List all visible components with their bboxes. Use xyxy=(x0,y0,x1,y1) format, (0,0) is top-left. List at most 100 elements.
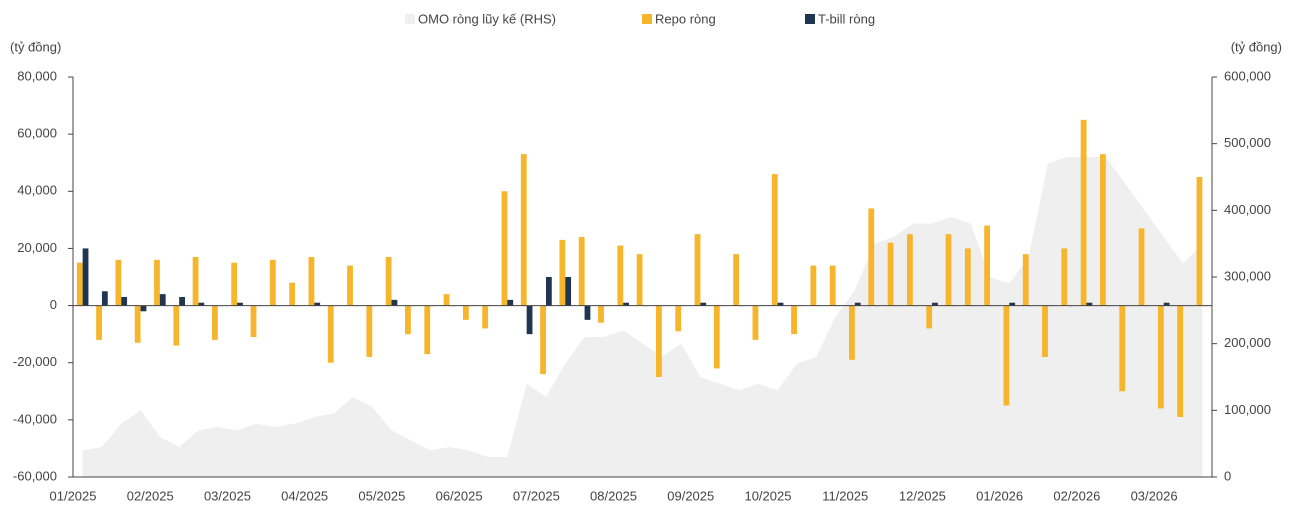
bar xyxy=(211,305,218,340)
x-tick-label: 01/2026 xyxy=(976,488,1023,503)
bar xyxy=(159,294,166,306)
bar xyxy=(1157,305,1164,409)
bar xyxy=(121,297,128,306)
bar xyxy=(520,154,527,306)
bar xyxy=(501,191,508,306)
y2-tick-label: 500,000 xyxy=(1224,135,1271,150)
bar xyxy=(932,302,938,306)
x-tick-label: 02/2025 xyxy=(127,488,174,503)
bar xyxy=(984,225,990,306)
y-tick-label: 20,000 xyxy=(17,240,57,255)
bar xyxy=(82,248,89,306)
bar xyxy=(1100,154,1106,306)
bar xyxy=(849,305,855,360)
bar xyxy=(1138,228,1145,306)
bar xyxy=(1163,302,1170,306)
y-tick-label: 40,000 xyxy=(17,183,57,198)
bar xyxy=(675,305,682,332)
legend-label: OMO ròng lũy kế (RHS) xyxy=(418,11,556,26)
omo-area xyxy=(82,157,1203,477)
bar xyxy=(1177,305,1184,417)
bar xyxy=(308,257,315,306)
legend-swatch xyxy=(405,14,415,24)
bar xyxy=(777,302,784,306)
bar xyxy=(250,305,257,337)
x-tick-label: 03/2026 xyxy=(1131,488,1178,503)
bar xyxy=(617,245,624,306)
legend-swatch xyxy=(805,14,815,24)
bar xyxy=(656,305,662,377)
bar xyxy=(366,305,373,357)
bar xyxy=(545,277,552,306)
bar xyxy=(623,302,629,306)
bar xyxy=(887,242,894,306)
bar xyxy=(771,174,778,306)
bar xyxy=(96,305,102,340)
y2-axis-label: (tỷ đồng) xyxy=(1231,39,1282,54)
bar xyxy=(134,305,141,343)
bar xyxy=(1086,302,1093,306)
bar xyxy=(752,305,759,340)
bar xyxy=(791,305,797,335)
bar xyxy=(198,302,205,306)
y-tick-label: 0 xyxy=(50,297,57,312)
x-tick-label: 12/2025 xyxy=(899,488,946,503)
bar xyxy=(526,305,533,335)
bar xyxy=(578,237,585,306)
bar xyxy=(1003,305,1010,406)
x-tick-label: 06/2025 xyxy=(436,488,483,503)
x-tick-label: 01/2025 xyxy=(50,488,97,503)
y-tick-label: -60,000 xyxy=(13,468,57,483)
bar xyxy=(173,305,180,346)
bar xyxy=(1080,119,1087,306)
bar xyxy=(327,305,334,363)
bar xyxy=(76,262,83,306)
x-tick-label: 04/2025 xyxy=(281,488,328,503)
bar xyxy=(237,302,243,306)
y2-tick-label: 100,000 xyxy=(1224,402,1271,417)
bar xyxy=(1119,305,1126,392)
bar xyxy=(854,302,861,306)
bar xyxy=(391,299,398,306)
bar xyxy=(810,265,817,306)
x-tick-label: 10/2025 xyxy=(744,488,791,503)
bar xyxy=(231,262,238,306)
y2-tick-label: 600,000 xyxy=(1224,68,1271,83)
bar xyxy=(192,257,199,306)
y2-tick-label: 400,000 xyxy=(1224,202,1271,217)
bar xyxy=(405,305,411,335)
bar xyxy=(559,239,566,306)
y-tick-label: 80,000 xyxy=(17,68,57,83)
bar xyxy=(482,305,489,329)
bar xyxy=(1009,302,1016,306)
bar xyxy=(694,234,701,306)
bar xyxy=(154,259,160,306)
bar xyxy=(269,259,276,306)
x-tick-label: 03/2025 xyxy=(204,488,251,503)
bar xyxy=(1061,248,1068,306)
bar xyxy=(700,302,707,306)
bar xyxy=(540,305,546,375)
x-tick-label: 09/2025 xyxy=(667,488,714,503)
bar xyxy=(636,254,643,306)
bar xyxy=(926,305,933,329)
bar xyxy=(462,305,469,320)
legend-label: Repo ròng xyxy=(655,11,716,26)
bar xyxy=(1042,305,1048,357)
y2-tick-label: 0 xyxy=(1224,468,1231,483)
bar xyxy=(101,291,108,306)
bar xyxy=(598,305,604,323)
x-tick-label: 02/2026 xyxy=(1053,488,1100,503)
bar xyxy=(179,297,185,306)
legend-label: T-bill ròng xyxy=(818,11,875,26)
bar xyxy=(347,265,353,306)
bar xyxy=(115,259,122,306)
bar xyxy=(1022,254,1029,306)
legend-swatch xyxy=(642,14,652,24)
y2-tick-label: 300,000 xyxy=(1224,268,1271,283)
bar xyxy=(314,302,321,306)
bar xyxy=(945,234,952,306)
bar xyxy=(443,294,450,306)
